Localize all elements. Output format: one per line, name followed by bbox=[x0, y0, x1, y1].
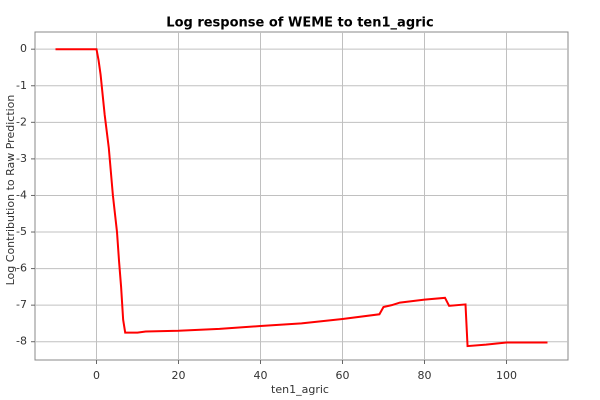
x-tick-label: 100 bbox=[496, 369, 517, 382]
y-axis-label: Log Contribution to Raw Prediction bbox=[4, 95, 17, 286]
y-tick-label: -5 bbox=[16, 225, 27, 238]
x-tick-label: 0 bbox=[93, 369, 100, 382]
x-tick-label: 80 bbox=[418, 369, 432, 382]
y-tick-label: -7 bbox=[16, 298, 27, 311]
y-tick-label: -8 bbox=[16, 335, 27, 348]
y-tick-label: -4 bbox=[16, 188, 27, 201]
y-tick-label: 0 bbox=[20, 42, 27, 55]
chart-title: Log response of WEME to ten1_agric bbox=[166, 16, 433, 31]
line bbox=[55, 48, 548, 348]
x-tick-label: 20 bbox=[172, 369, 186, 382]
x-tick-label: 60 bbox=[336, 369, 350, 382]
y-tick-label: -3 bbox=[16, 152, 27, 165]
y-tick-label: -6 bbox=[16, 262, 27, 275]
x-tick-label: 40 bbox=[254, 369, 268, 382]
y-tick-label: -1 bbox=[16, 79, 27, 92]
y-tick-label: -2 bbox=[16, 115, 27, 128]
x-axis-label: ten1_agric bbox=[271, 383, 329, 396]
plot-area bbox=[34, 31, 569, 361]
